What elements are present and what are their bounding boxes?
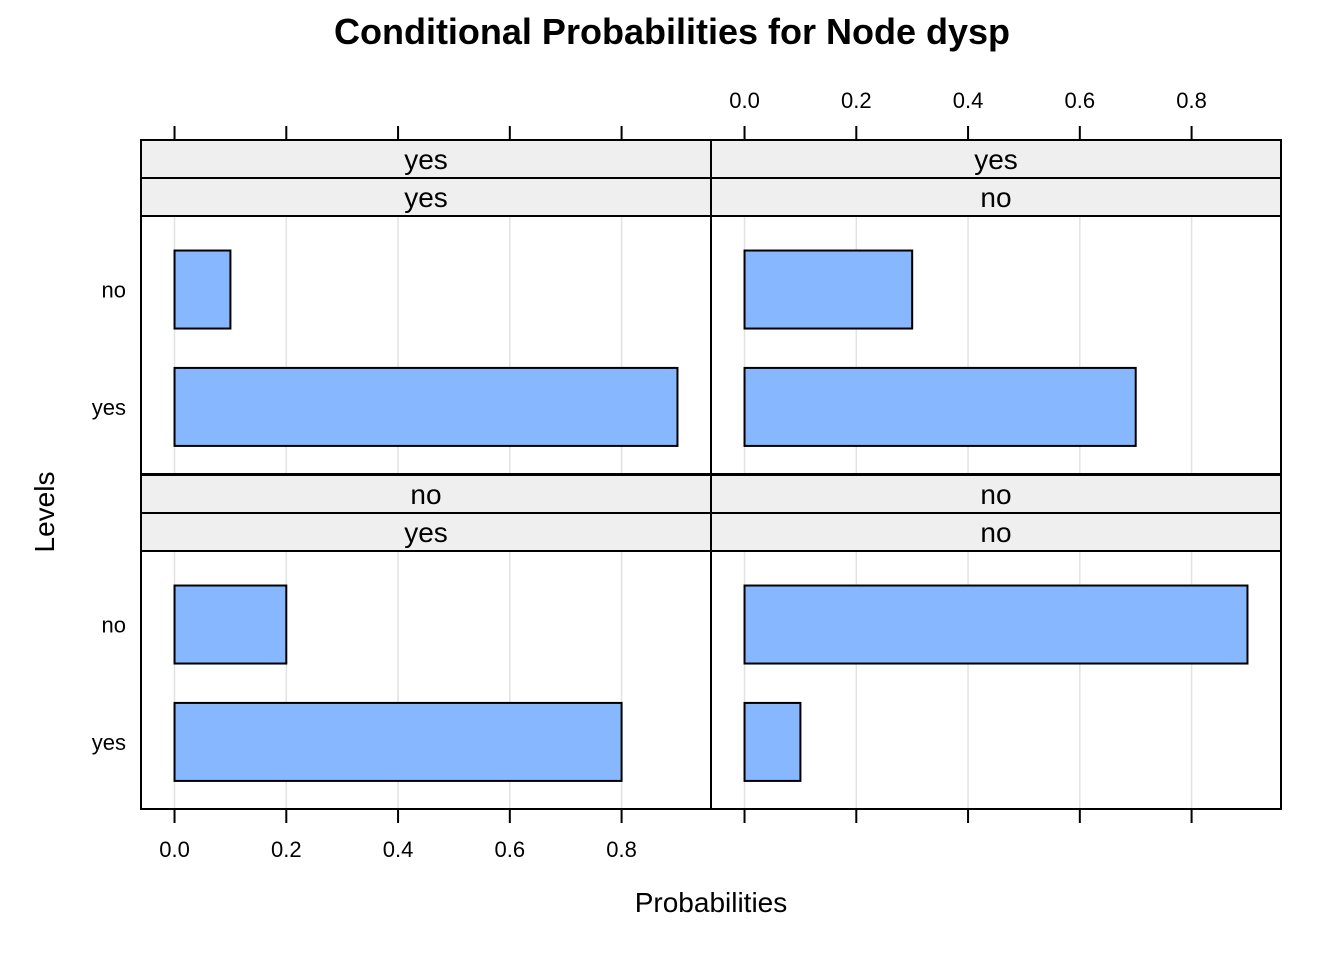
bar-no [743,249,914,330]
panel-strip [710,474,1282,514]
x-axis-label: Probabilities [635,887,788,918]
panel-frame [710,550,1282,810]
top-tick-label: 0.8 [1176,88,1207,113]
panel-strip [710,177,1282,217]
strip-label: no [980,479,1011,510]
top-tick-label: 0.6 [1065,88,1096,113]
strip-label: yes [404,182,448,213]
strip-label: no [980,182,1011,213]
top-tick-label: 0.0 [729,88,760,113]
bar-yes [173,366,679,447]
bottom-tick-label: 0.0 [159,837,190,862]
bottom-tick-label: 0.8 [606,837,637,862]
bottom-tick-label: 0.4 [383,837,414,862]
strip-label: yes [974,144,1018,175]
level-label: yes [92,730,126,755]
level-label: yes [92,395,126,420]
bottom-tick-label: 0.6 [495,837,526,862]
strip-label: yes [404,144,448,175]
panel-strip [140,177,712,217]
bar-yes [743,701,802,782]
bar-no [173,249,232,330]
chart-title: Conditional Probabilities for Node dysp [334,11,1010,52]
bar-yes [743,366,1137,447]
level-label: no [102,613,126,638]
y-axis-label: Levels [29,472,60,553]
strip-label: no [980,517,1011,548]
top-tick-label: 0.4 [953,88,984,113]
panel-strip [140,139,712,179]
bar-no [173,584,288,665]
strip-label: no [410,479,441,510]
plot-area: yes yes no yes yes no no yes no yes no no 0.0 0.2 0.4 0… [92,88,1282,862]
strip-label: yes [404,517,448,548]
bottom-tick-label: 0.2 [271,837,302,862]
bar-yes [173,701,623,782]
top-tick-label: 0.2 [841,88,872,113]
level-label: no [102,278,126,303]
bar-no [743,584,1249,665]
panel-strip [710,139,1282,179]
